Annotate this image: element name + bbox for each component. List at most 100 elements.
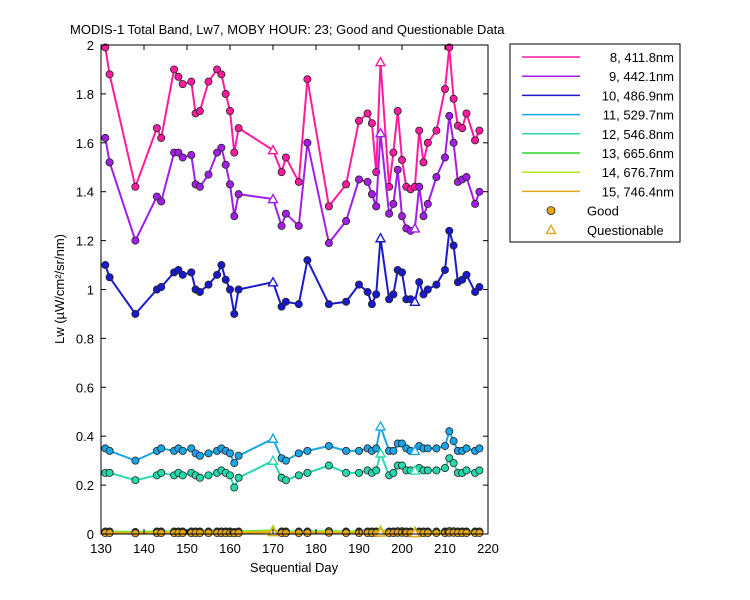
- data-point: [462, 444, 471, 453]
- data-point: [415, 126, 424, 135]
- data-point: [440, 463, 449, 472]
- y-tick-label: 0.4: [76, 429, 94, 444]
- data-point: [324, 528, 333, 537]
- series-line: [104, 46, 481, 208]
- data-point: [458, 124, 467, 133]
- data-point: [225, 449, 234, 458]
- data-point: [157, 529, 166, 538]
- data-point: [475, 126, 484, 135]
- data-point: [389, 446, 398, 455]
- data-point: [105, 158, 114, 167]
- data-point: [440, 85, 449, 94]
- data-point: [432, 126, 441, 135]
- data-point: [475, 187, 484, 196]
- questionable-point: [409, 444, 421, 456]
- data-point: [178, 529, 187, 538]
- data-point: [217, 143, 226, 152]
- data-point: [471, 199, 480, 208]
- data-point: [234, 529, 243, 538]
- data-point: [462, 466, 471, 475]
- data-point: [342, 217, 351, 226]
- data-point: [294, 449, 303, 458]
- data-point: [195, 473, 204, 482]
- data-point: [423, 466, 432, 475]
- questionable-point: [374, 420, 387, 431]
- data-point: [178, 153, 187, 162]
- data-point: [389, 199, 398, 208]
- data-point: [234, 451, 243, 460]
- legend-label: 8, 411.8nm: [610, 50, 674, 65]
- data-point: [230, 212, 239, 221]
- y-tick-label: 1.6: [76, 136, 94, 151]
- legend-label: 13, 665.6nm: [602, 146, 674, 161]
- x-tick-label: 140: [133, 541, 155, 556]
- data-point: [324, 202, 333, 211]
- data-point: [131, 476, 140, 485]
- data-point: [440, 265, 449, 274]
- questionable-point: [267, 193, 279, 204]
- data-point: [354, 116, 363, 125]
- data-point: [178, 80, 187, 89]
- x-tick-label: 170: [262, 541, 284, 556]
- data-point: [195, 287, 204, 296]
- x-tick-label: 160: [219, 541, 241, 556]
- data-point: [367, 190, 376, 199]
- questionable-point: [409, 222, 421, 233]
- data-point: [393, 107, 402, 116]
- data-point: [131, 529, 140, 538]
- data-point: [105, 70, 114, 79]
- data-point: [449, 94, 458, 103]
- data-point: [324, 441, 333, 450]
- x-tick-label: 150: [176, 541, 198, 556]
- y-tick-label: 1.4: [76, 185, 94, 200]
- data-point: [131, 456, 140, 465]
- data-point: [277, 168, 286, 177]
- data-point: [471, 136, 480, 145]
- legend-label: Questionable: [587, 223, 664, 238]
- data-point: [462, 529, 471, 538]
- data-point: [462, 173, 471, 182]
- data-point: [213, 270, 222, 279]
- data-point: [281, 456, 290, 465]
- data-point: [432, 280, 441, 289]
- data-point: [230, 309, 239, 318]
- data-point: [281, 209, 290, 218]
- data-point: [225, 180, 234, 189]
- data-point: [303, 256, 312, 265]
- data-point: [230, 148, 239, 157]
- data-point: [389, 468, 398, 477]
- data-point: [105, 273, 114, 282]
- series-line: [104, 229, 481, 315]
- data-point: [324, 461, 333, 470]
- data-point: [131, 236, 140, 245]
- data-point: [303, 138, 312, 147]
- data-point: [445, 226, 454, 235]
- data-point: [419, 212, 428, 221]
- data-point: [217, 261, 226, 270]
- data-point: [294, 300, 303, 309]
- legend-label: 14, 676.7nm: [602, 165, 674, 180]
- y-tick-label: 0.2: [76, 478, 94, 493]
- axis-layer: 130 140 150 160 170 180 190 200 210 220 0 0.2 0.4 0.6…: [76, 38, 499, 556]
- data-point: [475, 444, 484, 453]
- data-point: [303, 529, 312, 538]
- data-point: [204, 170, 213, 179]
- data-point: [440, 153, 449, 162]
- data-point: [131, 182, 140, 191]
- data-point: [281, 297, 290, 306]
- y-tick-label: 2: [87, 38, 94, 53]
- data-point: [397, 268, 406, 277]
- data-point: [385, 209, 394, 218]
- legend-label: 12, 546.8nm: [602, 127, 674, 142]
- data-point: [195, 182, 204, 191]
- questionable-point: [267, 432, 279, 443]
- data-point: [432, 173, 441, 182]
- data-point: [342, 446, 351, 455]
- data-point: [204, 449, 213, 458]
- data-point: [131, 309, 140, 318]
- data-point: [342, 468, 351, 477]
- data-point: [174, 72, 183, 81]
- questionable-point: [267, 276, 279, 287]
- data-point: [372, 444, 381, 453]
